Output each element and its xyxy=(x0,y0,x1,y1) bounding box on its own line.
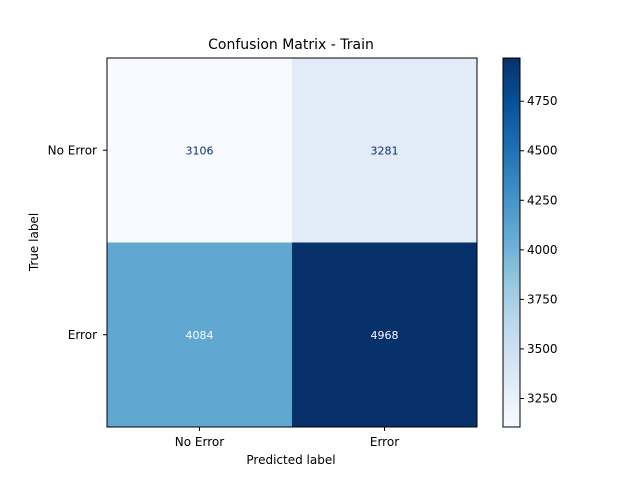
x-tick-label: No Error xyxy=(175,435,224,449)
cell-true-error-pred-no-error xyxy=(107,242,292,427)
y-tick-label: Error xyxy=(68,328,97,342)
colorbar-tick-label: 3250 xyxy=(527,391,558,405)
colorbar-tick-label: 4000 xyxy=(527,243,558,257)
y-axis-label: True label xyxy=(27,213,41,272)
y-axis-ticks: No Error Error xyxy=(48,143,107,342)
colorbar xyxy=(503,58,520,427)
cell-value-labels: 3106 3281 4084 4968 xyxy=(186,144,399,342)
x-tick-label: Error xyxy=(370,435,399,449)
cell-label-true-no-error-pred-error: 3281 xyxy=(371,144,399,157)
cell-true-error-pred-error xyxy=(292,242,477,427)
x-axis-ticks: No Error Error xyxy=(175,427,399,449)
colorbar-tick-label: 3750 xyxy=(527,292,558,306)
colorbar-frame xyxy=(502,57,521,428)
heatmap-cells xyxy=(107,58,477,427)
y-tick-label: No Error xyxy=(48,143,97,157)
colorbar-tick-label: 3500 xyxy=(527,342,558,356)
cell-true-no-error-pred-error xyxy=(292,58,477,243)
cell-label-true-error-pred-error: 4968 xyxy=(371,329,399,342)
colorbar-tick-label: 4250 xyxy=(527,193,558,207)
x-axis-label: Predicted label xyxy=(246,453,335,467)
cell-label-true-error-pred-no-error: 4084 xyxy=(186,329,214,342)
colorbar-tick-label: 4500 xyxy=(527,144,558,158)
colorbar-ticks: 3250 3500 3750 4000 4250 4500 4750 xyxy=(520,94,558,405)
colorbar-tick-label: 4750 xyxy=(527,94,558,108)
cell-true-no-error-pred-no-error xyxy=(107,58,292,243)
cell-label-true-no-error-pred-no-error: 3106 xyxy=(186,144,214,157)
plot-frame xyxy=(106,57,478,428)
chart-title: Confusion Matrix - Train xyxy=(208,37,374,53)
